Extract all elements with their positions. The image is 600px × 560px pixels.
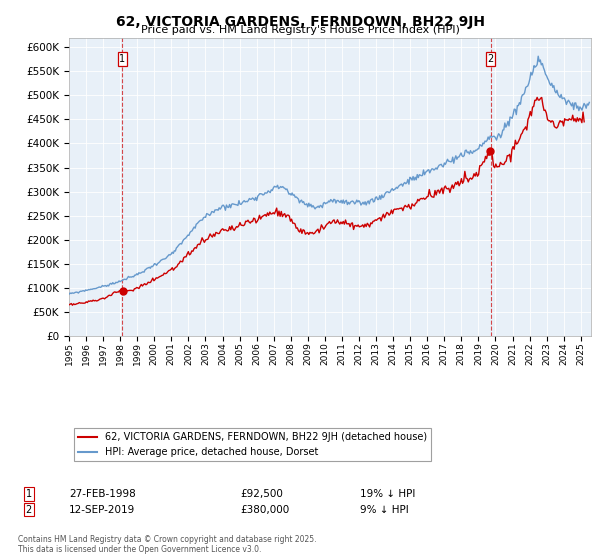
- Text: 2: 2: [487, 54, 494, 64]
- Text: 19% ↓ HPI: 19% ↓ HPI: [360, 489, 415, 499]
- Legend: 62, VICTORIA GARDENS, FERNDOWN, BH22 9JH (detached house), HPI: Average price, d: 62, VICTORIA GARDENS, FERNDOWN, BH22 9JH…: [74, 428, 431, 461]
- Text: 27-FEB-1998: 27-FEB-1998: [69, 489, 136, 499]
- Text: 1: 1: [119, 54, 125, 64]
- Text: £92,500: £92,500: [240, 489, 283, 499]
- Text: £380,000: £380,000: [240, 505, 289, 515]
- Text: Contains HM Land Registry data © Crown copyright and database right 2025.
This d: Contains HM Land Registry data © Crown c…: [18, 535, 317, 554]
- Text: 12-SEP-2019: 12-SEP-2019: [69, 505, 135, 515]
- Text: 2: 2: [26, 505, 32, 515]
- Text: 1: 1: [26, 489, 32, 499]
- Text: 62, VICTORIA GARDENS, FERNDOWN, BH22 9JH: 62, VICTORIA GARDENS, FERNDOWN, BH22 9JH: [115, 15, 485, 29]
- Text: Price paid vs. HM Land Registry's House Price Index (HPI): Price paid vs. HM Land Registry's House …: [140, 25, 460, 35]
- Text: 9% ↓ HPI: 9% ↓ HPI: [360, 505, 409, 515]
